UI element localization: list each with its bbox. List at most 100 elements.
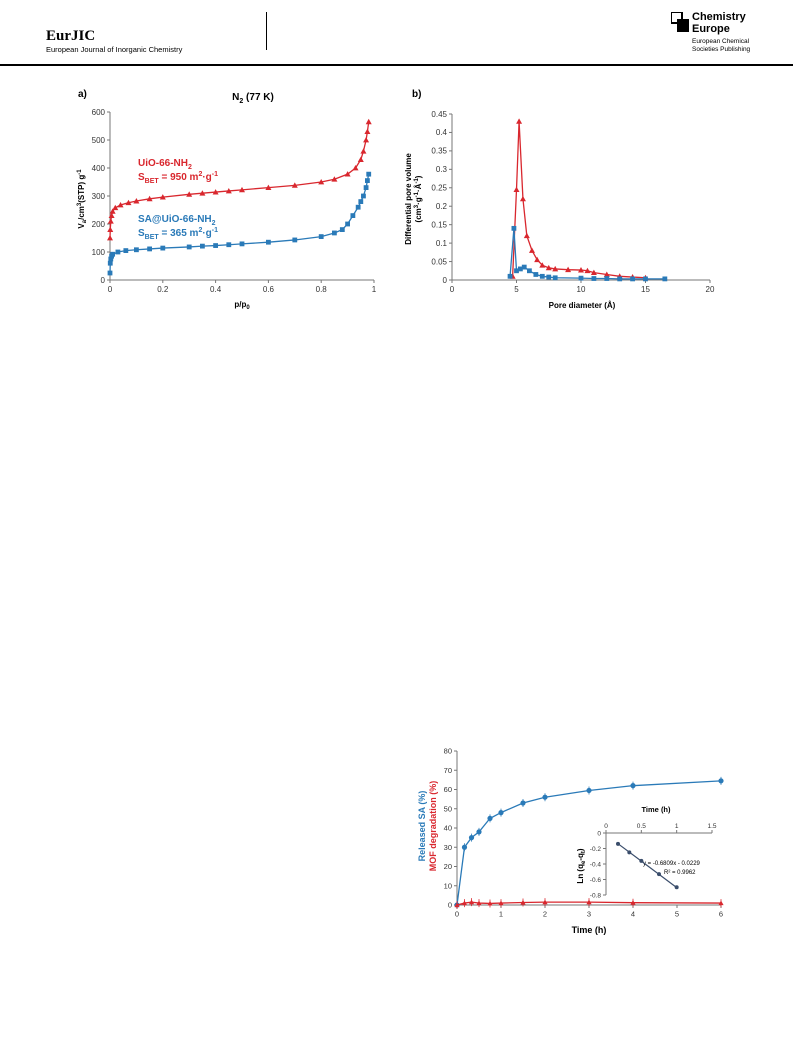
- publisher-title-line1: Chemistry: [692, 11, 746, 23]
- data-point: [539, 262, 546, 268]
- inset-r2: R² = 0.9962: [664, 870, 696, 876]
- data-point: [657, 872, 661, 877]
- x-tick-label: 0.4: [210, 285, 222, 294]
- x-tick-label: 1: [675, 823, 679, 830]
- y-tick-label: 0: [597, 830, 601, 837]
- data-point: [147, 246, 152, 252]
- data-point: [266, 239, 271, 245]
- y-tick-label: -0.8: [590, 892, 602, 899]
- data-point: [107, 235, 113, 241]
- data-point: [552, 275, 558, 281]
- x-tick-label: 0: [455, 910, 459, 919]
- y-axis-label-sa: Released SA (%): [417, 791, 427, 862]
- data-point: [292, 237, 298, 243]
- x-tick-label: 5: [514, 285, 519, 294]
- inset-x-axis-label: Time (h): [641, 805, 671, 814]
- header-divider: [266, 12, 267, 50]
- y-tick-label: 500: [92, 136, 106, 145]
- data-point: [545, 264, 552, 271]
- y-tick-label: 0.2: [436, 202, 448, 211]
- y-tick-label: 0: [443, 276, 448, 285]
- series-line-0: [456, 780, 722, 906]
- data-point: [586, 899, 592, 905]
- y-tick-label: 60: [444, 785, 452, 794]
- y-tick-label: 0.45: [431, 110, 447, 119]
- data-point: [578, 267, 584, 273]
- data-point: [542, 794, 548, 800]
- data-point: [718, 778, 724, 784]
- x-tick-label: 3: [587, 910, 591, 919]
- data-point: [542, 899, 548, 905]
- data-point: [718, 900, 724, 906]
- inset-y-axis-label: Ln (qe-qt): [576, 848, 587, 883]
- x-tick-label: 4: [631, 910, 635, 919]
- data-point: [265, 184, 272, 190]
- data-point: [186, 191, 193, 197]
- y-tick-label: 0.35: [431, 147, 447, 156]
- x-tick-label: 0.8: [316, 285, 328, 294]
- journal-subtitle: European Journal of Inorganic Chemistry: [46, 45, 183, 54]
- x-tick-label: 0: [108, 285, 113, 294]
- data-point: [107, 260, 113, 266]
- chemistry-europe-logo-icon: [671, 12, 689, 32]
- data-point: [630, 783, 636, 789]
- release-chart: Released SA (%) MOF degradation (%) Time…: [417, 747, 724, 935]
- data-point: [578, 275, 584, 281]
- data-point: [520, 800, 526, 806]
- y-tick-label: 0.1: [436, 239, 448, 248]
- x-tick-label: 2: [543, 910, 547, 919]
- y-tick-label: 0: [101, 276, 106, 285]
- publisher-title: Chemistry Europe: [692, 11, 746, 35]
- data-point: [365, 178, 370, 183]
- x-axis-label: Time (h): [572, 925, 607, 935]
- y-tick-label: -0.6: [590, 877, 602, 884]
- data-point: [454, 902, 460, 908]
- data-point: [528, 247, 535, 253]
- data-point: [108, 212, 115, 218]
- data-point: [108, 256, 114, 262]
- pore-size-chart: b) Differential pore volume (cm3·g-1·Å-1…: [404, 89, 715, 310]
- data-point: [213, 243, 218, 248]
- y-tick-label: 400: [92, 164, 106, 173]
- data-point: [603, 271, 610, 277]
- data-point: [357, 156, 364, 162]
- y-tick-label: 0.15: [431, 220, 447, 229]
- sbet-label-uio: SBET = 950 m2·g-1: [138, 171, 218, 185]
- panel-label-a: a): [78, 89, 87, 100]
- data-point: [332, 230, 337, 236]
- data-point: [476, 829, 482, 835]
- data-point: [331, 176, 338, 182]
- data-point: [516, 118, 523, 124]
- data-point: [358, 199, 364, 204]
- data-point: [643, 276, 648, 282]
- chart-title: N2 (77 K): [232, 92, 274, 105]
- y-tick-label: -0.4: [590, 861, 602, 868]
- data-point: [517, 266, 523, 272]
- page-header: EurJIC European Journal of Inorganic Che…: [0, 0, 793, 66]
- data-point: [318, 234, 324, 239]
- x-tick-label: 1.5: [707, 823, 716, 830]
- x-tick-label: 15: [641, 285, 650, 294]
- data-point: [109, 208, 116, 214]
- data-point: [339, 227, 345, 232]
- data-point: [199, 190, 206, 196]
- data-point: [344, 171, 351, 177]
- data-point: [513, 186, 520, 193]
- data-point: [630, 276, 635, 282]
- data-point: [461, 900, 468, 906]
- data-point: [117, 201, 124, 208]
- data-point: [461, 844, 468, 850]
- data-point: [291, 182, 298, 188]
- series-label-uio: UiO-66-NH2: [138, 158, 192, 171]
- data-point: [364, 128, 371, 134]
- data-point: [352, 165, 359, 171]
- y-axis-label: Differential pore volume: [404, 153, 413, 245]
- data-point: [115, 249, 121, 255]
- x-tick-label: 0: [450, 285, 455, 294]
- x-axis-label: p/p0: [234, 300, 250, 311]
- data-point: [125, 199, 132, 206]
- data-point: [520, 899, 526, 905]
- y-tick-label: 20: [444, 862, 452, 871]
- data-point: [476, 900, 482, 906]
- data-point: [239, 186, 245, 193]
